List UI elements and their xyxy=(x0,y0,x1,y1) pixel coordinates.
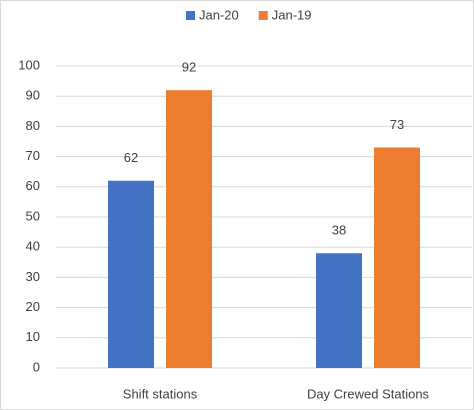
bar xyxy=(166,90,212,368)
x-tick-label: Shift stations xyxy=(123,386,198,401)
y-tick-label: 20 xyxy=(26,299,40,314)
data-label: 38 xyxy=(332,223,346,238)
data-label: 92 xyxy=(182,60,196,75)
y-tick-label: 90 xyxy=(26,88,40,103)
y-tick-label: 30 xyxy=(26,269,40,284)
y-tick-label: 80 xyxy=(26,118,40,133)
bar xyxy=(316,253,362,368)
legend-label: Jan-19 xyxy=(272,7,312,22)
data-label: 62 xyxy=(124,150,138,165)
legend-swatch xyxy=(258,11,268,20)
legend-label: Jan-20 xyxy=(199,7,239,22)
y-tick-label: 100 xyxy=(18,57,40,72)
y-tick-label: 50 xyxy=(26,208,40,223)
y-tick-label: 60 xyxy=(26,178,40,193)
bar xyxy=(374,147,420,368)
legend-swatch xyxy=(186,11,195,20)
bar xyxy=(108,180,154,368)
x-tick-label: Day Crewed Stations xyxy=(307,386,430,401)
data-label: 73 xyxy=(390,117,404,132)
y-tick-label: 10 xyxy=(26,329,40,344)
y-tick-label: 40 xyxy=(26,239,40,254)
y-tick-label: 0 xyxy=(33,359,40,374)
y-tick-label: 70 xyxy=(26,148,40,163)
